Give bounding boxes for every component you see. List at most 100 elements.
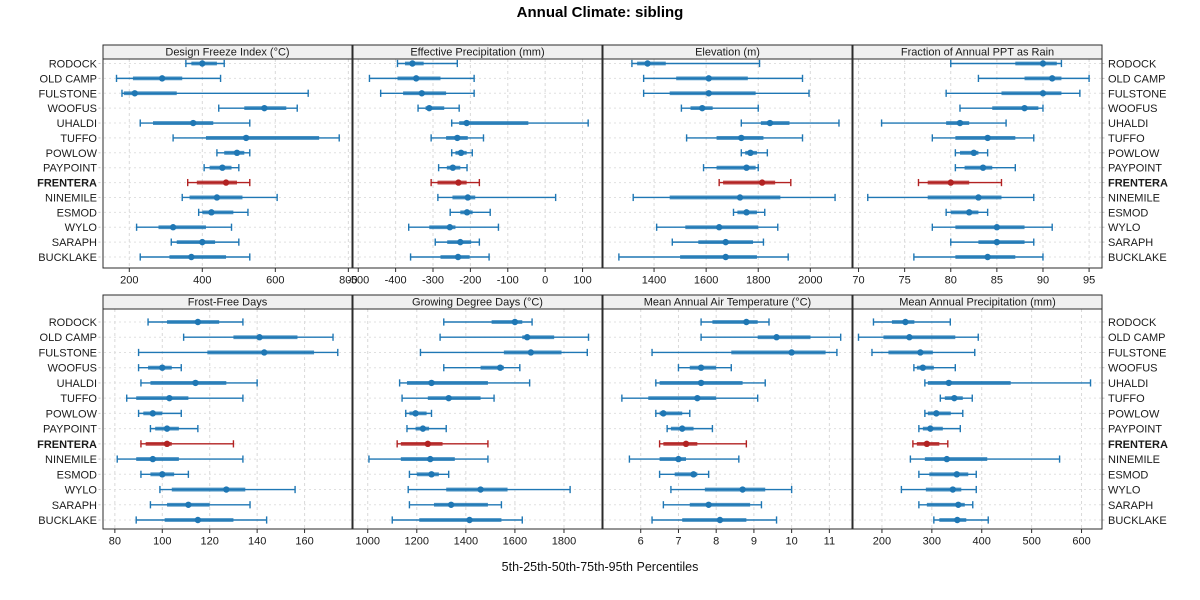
median-dot [970, 149, 978, 157]
percentile-row-frentera [718, 178, 792, 187]
percentile-row-rodock [631, 59, 761, 68]
site-label-right: WOOFUS [1108, 363, 1158, 375]
median-dot [159, 364, 166, 371]
percentile-row-bucklake [135, 516, 268, 524]
median-dot [954, 516, 961, 524]
panel-header-label: Effective Precipitation (mm) [410, 47, 544, 59]
axis-tick-label: 1400 [642, 275, 666, 287]
median-dot [788, 349, 795, 356]
axis-tick-label: 400 [193, 275, 211, 287]
axis-tick-label: 1200 [405, 536, 429, 548]
median-dot [1021, 104, 1028, 112]
median-dot [722, 238, 729, 246]
percentile-row-saraph [408, 501, 503, 509]
site-label-left: WOOFUS [48, 363, 98, 375]
panel-header [352, 294, 603, 310]
axis-tick-label: 90 [1037, 275, 1049, 287]
axis-tick-label: 1600 [694, 275, 718, 287]
panel-frame [352, 58, 603, 269]
percentile-row-bucklake [391, 516, 523, 524]
panel-mean-annual-air-temperature-c: Mean Annual Air Temperature (°C) 6 7 8 9 10 11 [602, 294, 853, 548]
panel-header [102, 294, 353, 310]
percentile-row-esmod [732, 208, 766, 216]
median-dot [1039, 90, 1047, 97]
panel-frame [602, 58, 853, 269]
percentile-row-uhaldi [398, 379, 531, 387]
median-dot [927, 425, 934, 432]
percentile-row-wylo [900, 485, 977, 494]
percentile-row-esmod [945, 208, 989, 216]
panel-design-freeze-index-c: Design Freeze Index (°C) 200 400 600 800 [102, 44, 358, 287]
panel-mean-annual-precipitation-mm: Mean Annual Precipitation (mm) 200 300 400 5… [852, 294, 1103, 548]
panel-frame [852, 308, 1103, 530]
median-dot [947, 179, 954, 186]
site-label-right: BUCKLAKE [1108, 252, 1167, 264]
site-label-right: POWLOW [1108, 148, 1160, 160]
percentile-row-paypoint [203, 164, 240, 172]
percentile-row-powlow [924, 409, 964, 417]
percentile-row-esmod [197, 208, 249, 216]
percentile-row-woofus [218, 104, 298, 112]
site-label-right: FULSTONE [1108, 88, 1166, 100]
percentile-row-fulstone [945, 89, 1081, 97]
percentile-row-fulstone [121, 89, 309, 97]
axis-tick-label: 11 [824, 536, 835, 548]
percentile-row-paypoint [437, 164, 468, 172]
median-dot [945, 379, 953, 387]
axis-tick-label: 300 [923, 536, 941, 548]
percentile-row-fulstone [642, 89, 810, 97]
axis-tick-label: 200 [120, 275, 138, 287]
axis-tick-label: 9 [751, 536, 757, 548]
percentile-row-bucklake [933, 516, 989, 524]
site-label-right: ESMOD [1108, 207, 1148, 219]
percentile-row-powlow [451, 149, 473, 157]
percentile-row-esmod [658, 470, 710, 478]
median-dot [660, 410, 667, 417]
site-label-left: SARAPH [52, 500, 97, 512]
median-dot [477, 486, 484, 493]
site-label-right: WYLO [1108, 485, 1141, 497]
median-dot [466, 516, 473, 524]
site-label-right: UHALDI [1108, 118, 1148, 130]
median-dot [427, 455, 434, 463]
percentile-row-woofus [680, 104, 759, 112]
percentile-row-ninemile [437, 193, 557, 202]
percentile-row-ninemile [116, 455, 244, 463]
percentile-row-bucklake [618, 253, 789, 261]
percentile-row-fulstone [871, 348, 976, 357]
median-dot [694, 394, 701, 402]
median-dot [966, 209, 973, 216]
site-label-left: UHALDI [57, 118, 97, 130]
median-dot [705, 75, 712, 82]
site-label-left: PAYPOINT [43, 424, 97, 436]
median-dot [409, 60, 416, 67]
percentile-row-uhaldi [880, 119, 1007, 127]
median-dot [199, 60, 206, 67]
percentile-row-old-camp [115, 74, 222, 82]
panel-header-label: Growing Degree Days (°C) [412, 297, 543, 309]
site-label-left: SARAPH [52, 237, 97, 249]
panel-header [602, 294, 853, 310]
percentile-row-rodock [700, 318, 770, 326]
median-dot [464, 194, 471, 201]
percentile-row-powlow [216, 149, 251, 157]
percentile-row-rodock [443, 318, 533, 326]
median-dot [743, 164, 750, 171]
median-dot [919, 364, 927, 371]
median-dot [428, 471, 435, 478]
median-dot [188, 253, 195, 261]
percentile-row-saraph [671, 238, 765, 246]
panel-header-label: Fraction of Annual PPT as Rain [901, 47, 1054, 59]
median-dot [715, 224, 723, 231]
site-label-left: FULSTONE [39, 347, 97, 359]
percentile-row-powlow [954, 149, 989, 157]
median-dot [426, 104, 433, 112]
median-dot [743, 318, 750, 326]
panel-header-label: Mean Annual Precipitation (mm) [899, 297, 1056, 309]
percentile-row-old-camp [368, 74, 475, 82]
percentile-row-woofus [913, 364, 956, 372]
median-dot [705, 90, 712, 97]
axis-tick-label: 1600 [503, 536, 527, 548]
median-dot [131, 90, 138, 97]
percentile-row-saraph [662, 501, 763, 509]
